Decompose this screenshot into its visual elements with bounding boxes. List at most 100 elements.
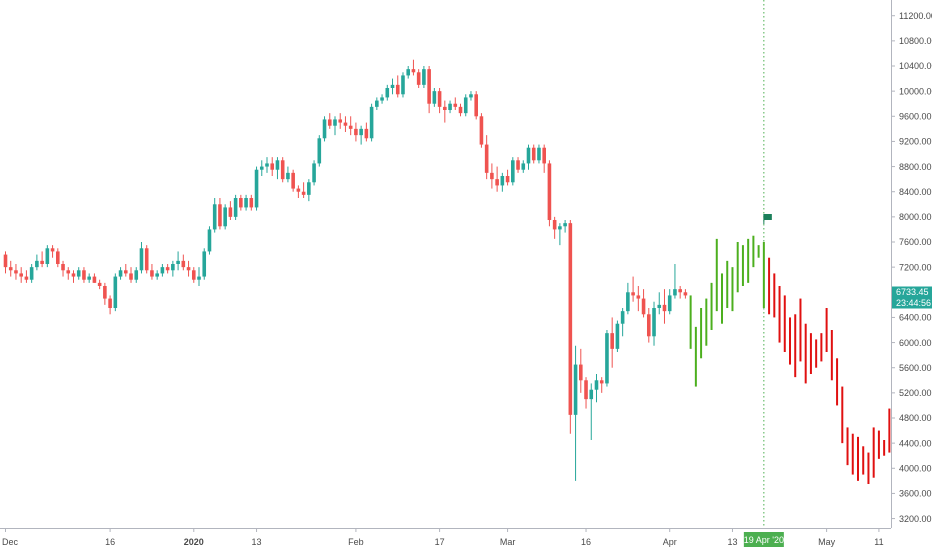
candle [155,270,159,280]
price-axis[interactable]: 3200.00 3600.00 4000.00 4400.00 4800.00 5200.… [891,11,932,524]
price-tick-label: 10400.00 [899,61,932,71]
time-tick-label: 2020 [184,537,204,547]
price-tick-label: 4800.00 [899,413,932,423]
candle-body [636,295,641,299]
candle-body [385,88,390,98]
candle-body [275,160,280,170]
candle [511,157,515,186]
candle [301,182,306,198]
candle-body [584,380,588,400]
candle [673,264,677,299]
candle-body [542,147,546,164]
candle [186,260,191,277]
candle [395,75,400,98]
candle [547,160,552,227]
candle [97,279,102,290]
plot-area [3,0,891,528]
candle [239,194,243,211]
candle-body [218,204,222,227]
candle-body [599,380,604,384]
candle-body [113,276,118,308]
candle [411,59,416,76]
candle-body [620,311,625,324]
candle-body [176,260,180,264]
candle [683,289,688,299]
candle [573,345,578,481]
candle-body [537,147,541,161]
time-tick-label: Apr [663,537,677,547]
price-tick-label: 11200.00 [899,11,932,21]
candle [71,270,76,283]
candle-body [254,169,259,208]
flag-icon[interactable] [763,214,772,224]
candle [259,160,264,176]
price-tick-label: 3600.00 [899,489,932,499]
candle [463,94,468,117]
candle [380,94,384,104]
candle [66,267,71,280]
candle-body [369,106,374,139]
price-tick-label: 8400.00 [899,187,932,197]
candle-body [191,270,196,280]
candle [317,135,322,167]
candle [469,91,473,101]
candle-body [50,248,55,252]
candle [8,260,13,277]
candle [678,286,682,299]
candle-body [500,176,505,186]
candle [56,248,60,268]
candle [338,113,343,129]
candle-body [14,270,18,274]
candle-body [594,380,599,390]
candle-body [641,298,646,315]
candle [333,116,337,136]
candle-body [422,69,426,85]
time-axis[interactable]: Dec 16 2020 13 Feb 17 Mar 16 Apr 13 May 11 [2,528,884,547]
candle-body [453,103,458,107]
candle [657,292,662,315]
candle-body [118,270,123,277]
price-tick-label: 9200.00 [899,137,932,147]
candle-body [673,289,677,296]
time-tick-label: 16 [105,537,115,547]
candle [416,69,421,88]
candle-body [427,69,431,104]
candle-body [327,119,332,126]
candle-body [312,163,316,183]
candle [228,201,233,220]
candle [322,116,327,142]
candle [286,166,290,183]
price-tick-label: 10800.00 [899,36,932,46]
candle-body [155,273,159,277]
candle [207,226,212,255]
candle-body [390,84,395,88]
candle [443,100,447,123]
candle-body [29,267,34,280]
candle-body [71,273,76,277]
candle [29,264,34,283]
candle-body [280,160,285,180]
candle-body [683,292,688,296]
candle-body [395,84,400,95]
candle-body [678,289,682,293]
candle [144,245,149,274]
candle [375,97,379,110]
candle-body [568,223,573,415]
candle [343,116,348,132]
candle-body [212,204,217,230]
candle-body [411,69,416,73]
candle [254,166,259,211]
candle-body [615,323,620,349]
candle-body [626,292,630,312]
candle-body [129,273,133,280]
price-tick-label: 5200.00 [899,388,932,398]
date-marker-badge-bg [743,532,784,547]
candle [427,66,431,114]
candle [139,242,144,274]
candle [401,72,405,98]
time-tick-label: May [818,537,836,547]
candle-body [108,298,112,308]
candle [505,169,510,186]
